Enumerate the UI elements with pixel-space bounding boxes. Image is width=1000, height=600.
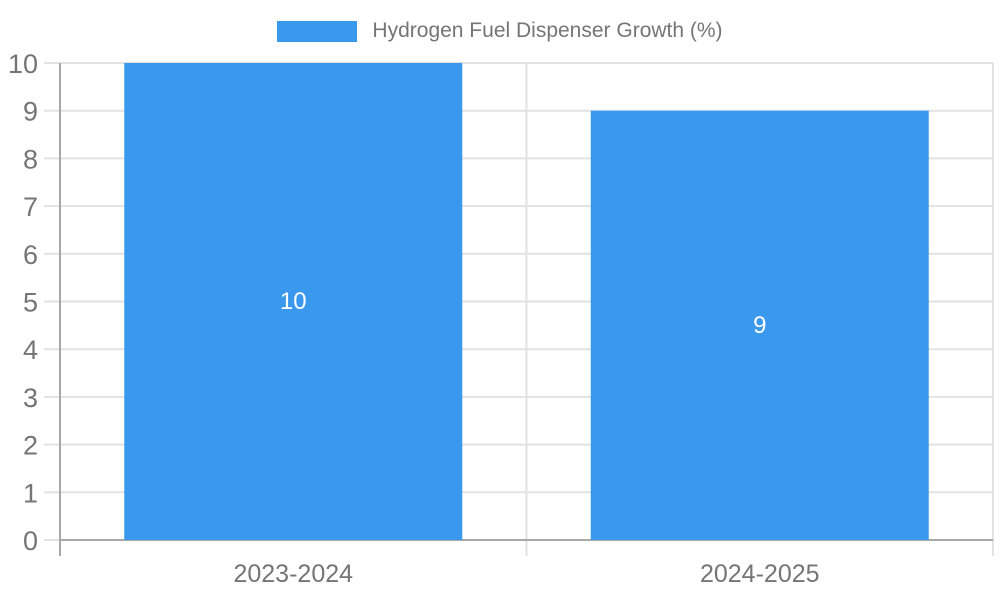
y-tick-label: 6 [23,240,38,270]
bar-value-label: 9 [753,312,766,339]
y-tick-label: 10 [8,49,38,79]
y-tick-label: 2 [23,431,38,461]
legend-label: Hydrogen Fuel Dispenser Growth (%) [372,19,723,42]
y-tick-label: 8 [23,144,38,174]
bar [124,63,463,540]
y-tick-label: 4 [23,335,38,365]
y-tick-label: 9 [23,97,38,127]
bar-value-label: 10 [280,288,307,315]
y-tick-label: 7 [23,192,38,222]
y-tick-label: 0 [23,526,38,556]
bar [590,110,929,540]
y-tick-label: 1 [23,478,38,508]
chart-legend: Hydrogen Fuel Dispenser Growth (%) [0,19,1000,43]
legend-swatch [277,20,358,42]
y-tick-label: 3 [23,383,38,413]
x-tick-label: 2024-2025 [700,560,820,588]
x-tick-label: 2023-2024 [233,560,353,588]
y-tick-label: 5 [23,288,38,318]
